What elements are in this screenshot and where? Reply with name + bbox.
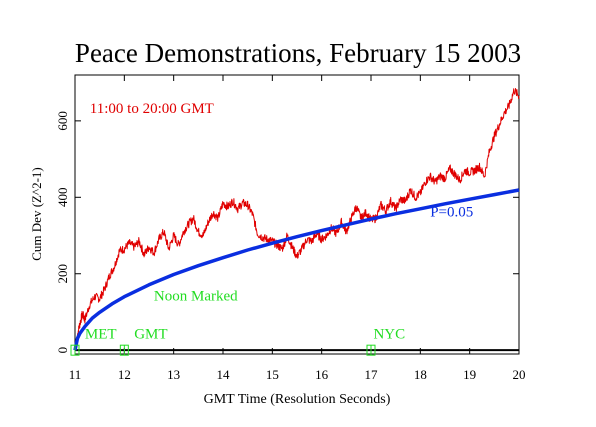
annotation-label: GMT: [134, 327, 167, 343]
y-tick-label: 400: [55, 188, 70, 208]
y-tick-label: 600: [55, 111, 70, 130]
annotation-label: P=0.05: [430, 204, 473, 220]
x-tick-label: 15: [266, 367, 279, 382]
x-tick-label: 13: [167, 367, 180, 382]
annotation-label: 11:00 to 20:00 GMT: [90, 101, 214, 117]
annotation-label: Noon Marked: [154, 288, 238, 304]
x-tick-label: 18: [414, 367, 427, 382]
p005-envelope-line: [73, 188, 520, 351]
y-axis-label: Cum Dev (Z^2-1): [29, 167, 44, 260]
x-axis-label: GMT Time (Resolution Seconds): [204, 392, 391, 407]
plot-frame: [74, 74, 520, 355]
markers-group: [70, 344, 376, 356]
x-tick-label: 19: [463, 367, 476, 382]
x-tick-label: 16: [315, 367, 329, 382]
annotation-label: MET: [85, 327, 117, 343]
annotations-group: 11:00 to 20:00 GMT P=0.05 Noon Marked MET GM…: [85, 101, 473, 342]
x-tick-label: 17: [365, 367, 379, 382]
cumdev-series-line: [74, 88, 520, 351]
y-tick-label: 0: [55, 347, 70, 354]
series-group: [73, 88, 520, 351]
x-tick-label: 11: [69, 367, 82, 382]
chart-title: Peace Demonstrations, February 15 2003: [75, 38, 521, 68]
x-tick-label: 14: [217, 367, 231, 382]
annotation-label: NYC: [373, 327, 405, 343]
x-tick-label: 12: [118, 367, 131, 382]
y-tick-label: 200: [55, 264, 70, 284]
x-tick-label: 20: [513, 367, 526, 382]
